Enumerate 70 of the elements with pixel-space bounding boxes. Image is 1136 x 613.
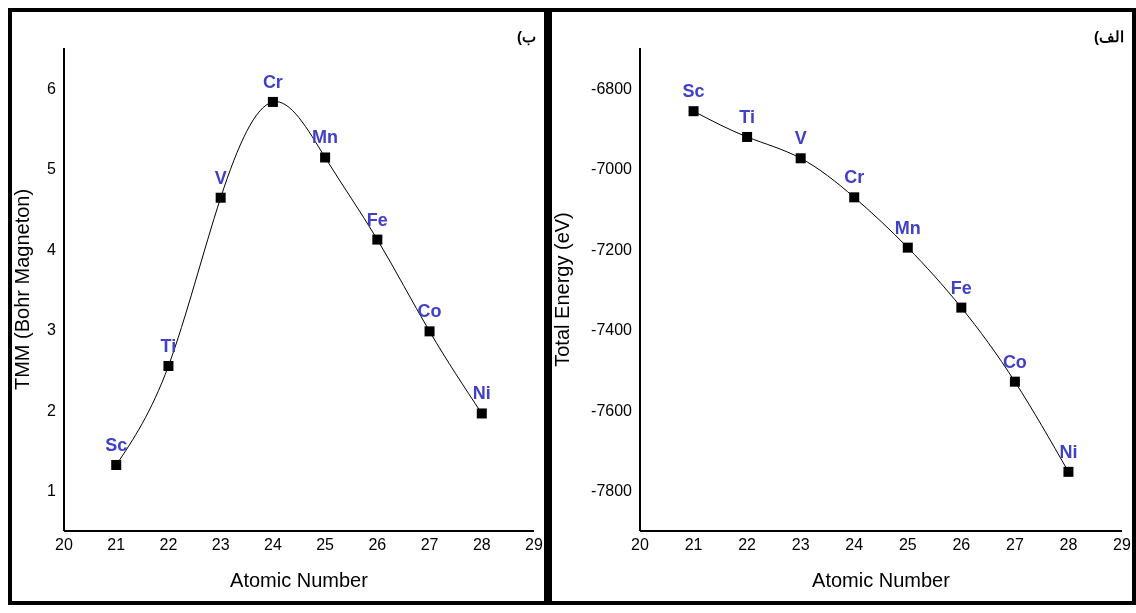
annotation: Ni	[472, 383, 491, 404]
y-axis-title: TMM (Bohr Magneton)	[11, 188, 34, 391]
x-tick-label: 25	[898, 536, 917, 554]
annotation: V	[794, 128, 807, 149]
annotation: V	[214, 167, 227, 188]
y-axis-title: Total Energy (eV)	[551, 212, 574, 367]
point	[956, 302, 967, 313]
x-axis-title: Atomic Number	[812, 569, 951, 591]
y-tick-label: -7600	[591, 401, 633, 419]
annotation: Ni	[1059, 441, 1078, 462]
y-tick-label: -6800	[591, 79, 633, 97]
y-tick-label: 4	[47, 240, 57, 258]
x-tick-label: 29	[525, 536, 543, 554]
x-tick-label: 20	[55, 536, 73, 554]
x-tick-label: 22	[738, 536, 757, 554]
annotation: Sc	[105, 434, 128, 455]
y-tick-label: 5	[47, 160, 57, 178]
annotation: Fe	[950, 277, 972, 298]
annotation: Co	[1002, 351, 1027, 372]
x-tick-label: 28	[1059, 536, 1078, 554]
point	[795, 153, 806, 164]
x-axis-title: Atomic Number	[230, 569, 369, 591]
x-tick-label: 23	[791, 536, 810, 554]
x-tick-label: 27	[1005, 536, 1024, 554]
x-tick-label: 21	[684, 536, 703, 554]
annotation: Ti	[739, 106, 755, 127]
y-tick-label: -7400	[591, 321, 633, 339]
annotation: Cr	[844, 167, 865, 188]
point	[1063, 466, 1074, 477]
annotation: Sc	[682, 81, 705, 102]
annotation: Mn	[894, 217, 921, 238]
y-tick-label: 1	[47, 482, 57, 500]
y-tick-label: 2	[47, 401, 57, 419]
annotation: Mn	[312, 127, 339, 148]
annotation: Co	[417, 301, 442, 322]
x-tick-label: 28	[472, 536, 491, 554]
y-tick-label: 3	[47, 321, 57, 339]
point	[1009, 376, 1020, 387]
point	[215, 192, 226, 203]
annotation: Ti	[160, 335, 177, 356]
y-tick-label: -7000	[591, 160, 633, 178]
point	[111, 459, 122, 470]
point	[688, 106, 699, 117]
x-tick-label: 20	[631, 536, 649, 554]
x-tick-label: 29	[1113, 536, 1131, 554]
x-tick-label: 23	[211, 536, 230, 554]
point	[849, 192, 860, 203]
chart-title: ب)	[517, 28, 536, 46]
chart-title: الف)	[1094, 28, 1124, 46]
x-tick-label: 26	[368, 536, 387, 554]
y-tick-label: -7800	[591, 482, 633, 500]
x-tick-label: 24	[263, 536, 282, 554]
annotation: Cr	[262, 71, 283, 92]
x-tick-label: 24	[845, 536, 864, 554]
point	[372, 234, 383, 245]
point	[163, 360, 174, 371]
x-tick-label: 22	[159, 536, 178, 554]
y-tick-label: -7200	[591, 240, 633, 258]
point	[267, 96, 278, 107]
y-tick-label: 6	[47, 79, 57, 97]
x-tick-label: 21	[107, 536, 126, 554]
annotation: Fe	[366, 209, 388, 230]
point	[320, 152, 331, 163]
x-tick-label: 27	[420, 536, 439, 554]
point	[476, 408, 487, 419]
point	[742, 131, 753, 142]
point	[424, 326, 435, 337]
x-tick-label: 25	[316, 536, 335, 554]
point	[902, 242, 913, 253]
x-tick-label: 26	[952, 536, 971, 554]
